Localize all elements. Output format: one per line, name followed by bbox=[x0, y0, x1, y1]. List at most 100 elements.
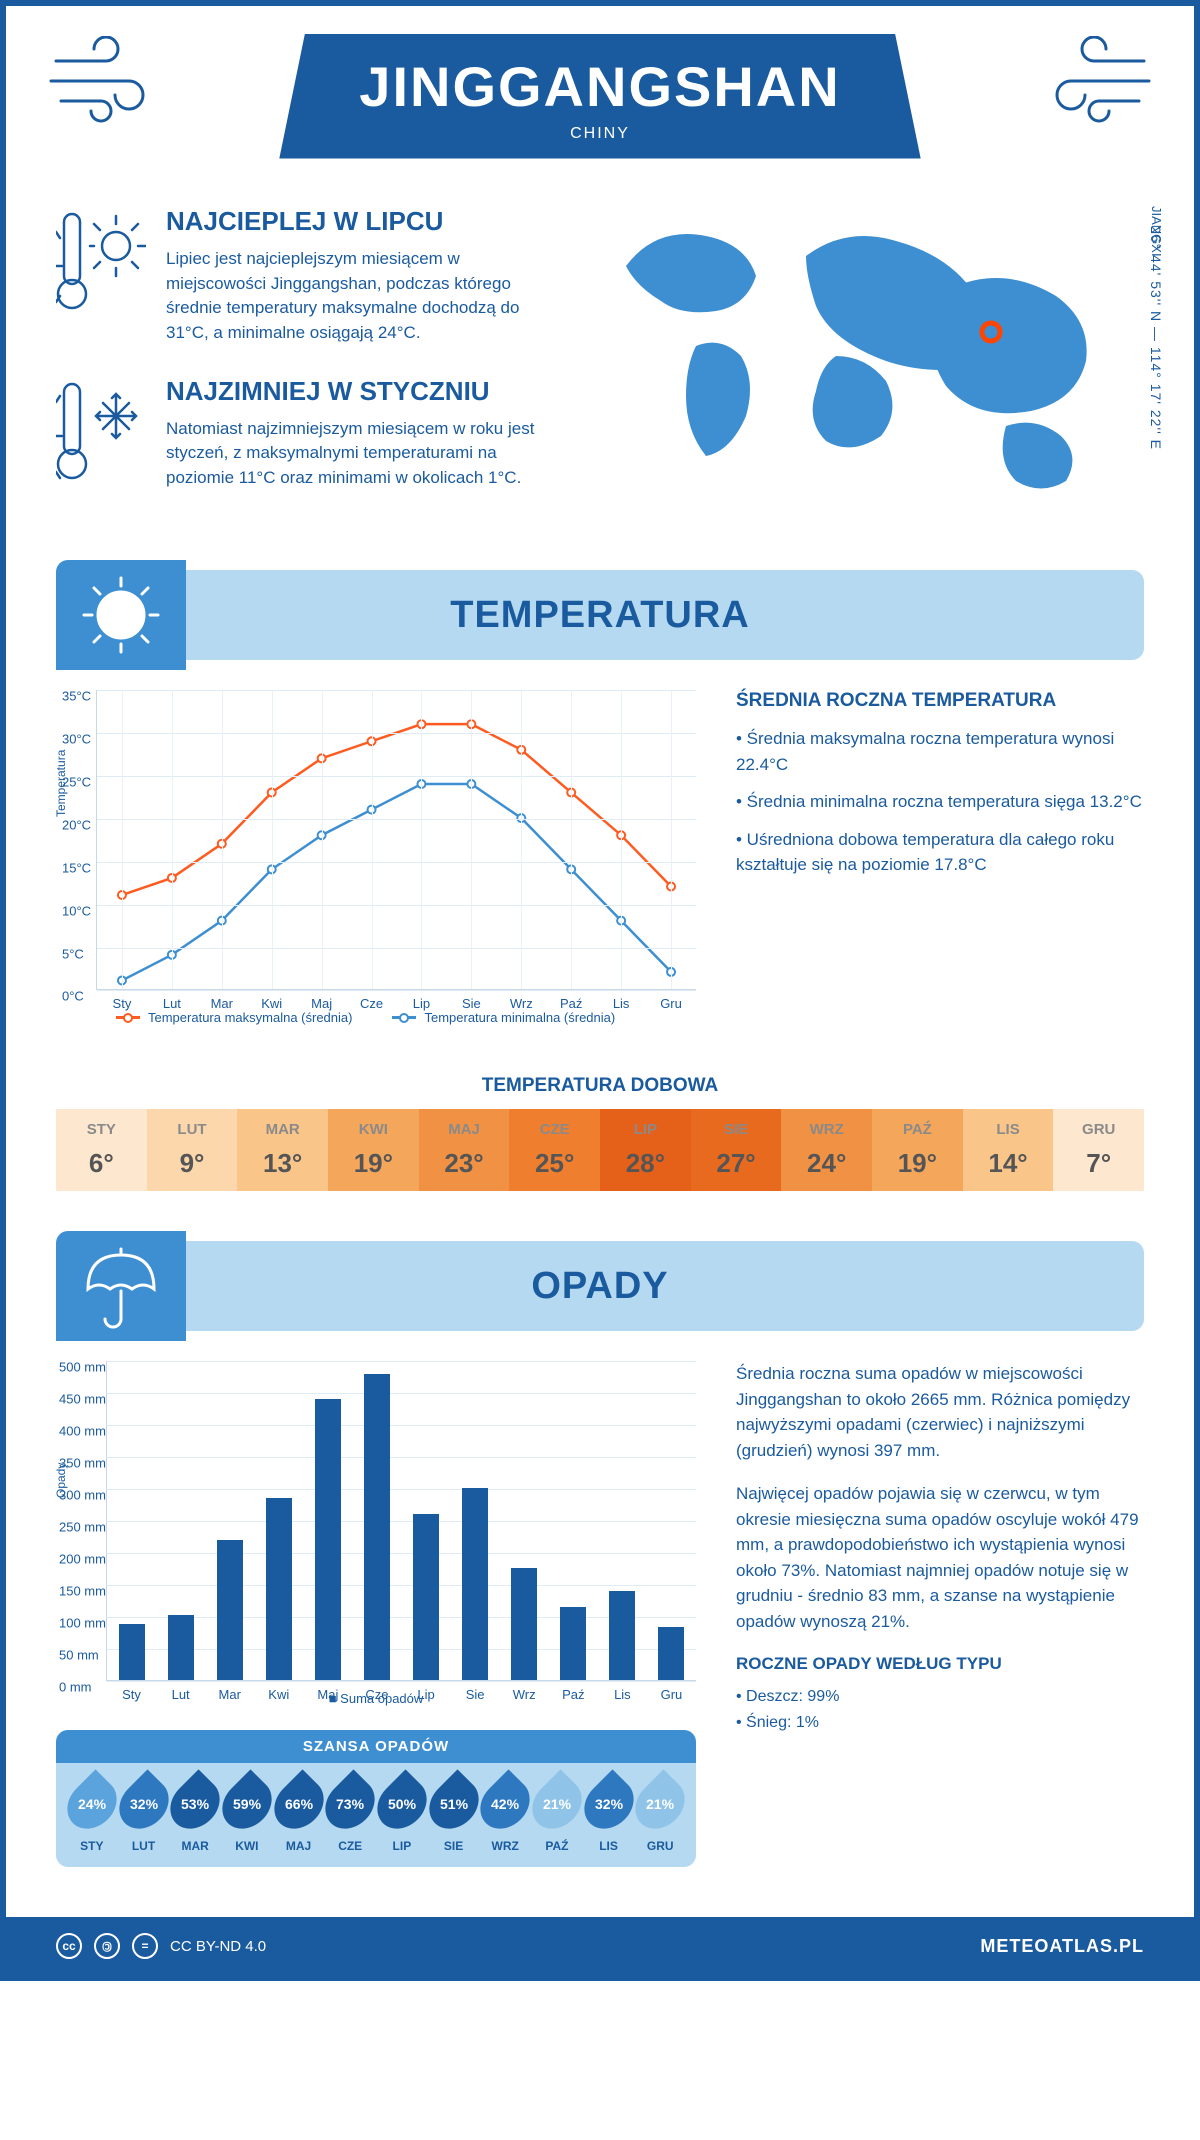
precip-bar bbox=[168, 1615, 194, 1681]
precip-paragraphs: Średnia roczna suma opadów w miejscowośc… bbox=[736, 1361, 1144, 1634]
x-tick-label: Lip bbox=[413, 996, 430, 1011]
x-tick-label: Kwi bbox=[261, 996, 282, 1011]
chance-drops-row: 24%STY32%LUT53%MAR59%KWI66%MAJ73%CZE50%L… bbox=[56, 1763, 696, 1867]
city-title: JINGGANGSHAN bbox=[359, 54, 840, 119]
y-tick-label: 400 mm bbox=[59, 1424, 106, 1439]
precip-type-title: ROCZNE OPADY WEDŁUG TYPU bbox=[736, 1654, 1144, 1674]
precip-bar bbox=[266, 1498, 292, 1680]
y-tick-label: 350 mm bbox=[59, 1456, 106, 1471]
daily-temp-cell: PAŹ19° bbox=[872, 1109, 963, 1191]
chance-drop: 24%STY bbox=[66, 1777, 118, 1853]
temp-legend: Temperatura maksymalna (średnia)Temperat… bbox=[116, 1010, 696, 1025]
x-tick-label: Gru bbox=[660, 996, 682, 1011]
y-tick-label: 20°C bbox=[62, 818, 91, 833]
y-tick-label: 500 mm bbox=[59, 1360, 106, 1375]
daily-temp-cell: LIP28° bbox=[600, 1109, 691, 1191]
daily-temp-title: TEMPERATURA DOBOWA bbox=[6, 1075, 1194, 1097]
umbrella-banner-icon bbox=[56, 1231, 186, 1341]
chance-drop: 32%LUT bbox=[118, 1777, 170, 1853]
temperature-banner: TEMPERATURA bbox=[56, 570, 1144, 660]
y-tick-label: 150 mm bbox=[59, 1584, 106, 1599]
x-tick-label: Lut bbox=[163, 996, 181, 1011]
temp-bullet: • Średnia minimalna roczna temperatura s… bbox=[736, 789, 1144, 815]
x-tick-label: Kwi bbox=[268, 1687, 289, 1702]
temp-bullets: • Średnia maksymalna roczna temperatura … bbox=[736, 726, 1144, 878]
x-tick-label: Maj bbox=[311, 996, 332, 1011]
precip-bar bbox=[364, 1374, 390, 1681]
temp-bullet: • Uśredniona dobowa temperatura dla całe… bbox=[736, 827, 1144, 878]
x-tick-label: Wrz bbox=[510, 996, 533, 1011]
precip-type-item: • Śnieg: 1% bbox=[736, 1710, 1144, 1736]
legend-item: Temperatura minimalna (średnia) bbox=[392, 1010, 615, 1025]
license-text: CC BY-ND 4.0 bbox=[170, 1938, 266, 1955]
title-block: JINGGANGSHAN CHINY bbox=[279, 34, 920, 159]
y-tick-label: 50 mm bbox=[59, 1648, 99, 1663]
daily-temp-cell: WRZ24° bbox=[781, 1109, 872, 1191]
y-tick-label: 300 mm bbox=[59, 1488, 106, 1503]
precip-bar bbox=[413, 1514, 439, 1680]
precip-paragraph: Najwięcej opadów pojawia się w czerwcu, … bbox=[736, 1481, 1144, 1634]
coldest-text: Natomiast najzimniejszym miesiącem w rok… bbox=[166, 417, 556, 491]
chance-drop: 21%GRU bbox=[634, 1777, 686, 1853]
chance-drop: 21%PAŹ bbox=[531, 1777, 583, 1853]
coldest-body: NAJZIMNIEJ W STYCZNIU Natomiast najzimni… bbox=[166, 376, 556, 491]
coldest-title: NAJZIMNIEJ W STYCZNIU bbox=[166, 376, 556, 407]
hottest-title: NAJCIEPLEJ W LIPCU bbox=[166, 206, 556, 237]
chance-drop: 50%LIP bbox=[376, 1777, 428, 1853]
y-tick-label: 450 mm bbox=[59, 1392, 106, 1407]
daily-temp-cell: MAJ23° bbox=[419, 1109, 510, 1191]
y-tick-label: 0 mm bbox=[59, 1680, 92, 1695]
y-tick-label: 15°C bbox=[62, 860, 91, 875]
precip-paragraph: Średnia roczna suma opadów w miejscowośc… bbox=[736, 1361, 1144, 1463]
precip-bar bbox=[609, 1591, 635, 1681]
y-tick-label: 250 mm bbox=[59, 1520, 106, 1535]
daily-temp-cell: CZE25° bbox=[509, 1109, 600, 1191]
temperature-body: Temperatura 0°C5°C10°C15°C20°C25°C30°C35… bbox=[6, 680, 1194, 1045]
chance-drop: 42%WRZ bbox=[479, 1777, 531, 1853]
chance-box: SZANSA OPADÓW 24%STY32%LUT53%MAR59%KWI66… bbox=[56, 1730, 696, 1867]
hottest-text: Lipiec jest najcieplejszym miesiącem w m… bbox=[166, 247, 556, 346]
y-tick-label: 25°C bbox=[62, 775, 91, 790]
chance-drop: 73%CZE bbox=[324, 1777, 376, 1853]
coldest-fact: NAJZIMNIEJ W STYCZNIU Natomiast najzimni… bbox=[56, 376, 556, 491]
chance-drop: 59%KWI bbox=[221, 1777, 273, 1853]
daily-temp-cell: LUT9° bbox=[147, 1109, 238, 1191]
chance-drop: 53%MAR bbox=[169, 1777, 221, 1853]
y-tick-label: 0°C bbox=[62, 989, 84, 1004]
precip-bar-chart: Opady 0 mm50 mm100 mm150 mm200 mm250 mm3… bbox=[106, 1361, 696, 1681]
nd-icon: = bbox=[132, 1933, 158, 1959]
precip-type-item: • Deszcz: 99% bbox=[736, 1684, 1144, 1710]
header: JINGGANGSHAN CHINY bbox=[6, 6, 1194, 186]
footer-brand: METEOATLAS.PL bbox=[980, 1936, 1144, 1957]
precip-banner: OPADY bbox=[56, 1241, 1144, 1331]
daily-temp-cell: LIS14° bbox=[963, 1109, 1054, 1191]
precip-bar bbox=[217, 1540, 243, 1681]
precip-left-column: Opady 0 mm50 mm100 mm150 mm200 mm250 mm3… bbox=[56, 1361, 696, 1867]
thermometer-sun-icon bbox=[56, 206, 146, 316]
y-tick-label: 35°C bbox=[62, 689, 91, 704]
footer-left: cc 🄯 = CC BY-ND 4.0 bbox=[56, 1933, 266, 1959]
x-tick-label: Lis bbox=[614, 1687, 631, 1702]
x-tick-label: Gru bbox=[661, 1687, 683, 1702]
temperature-line-chart: Temperatura 0°C5°C10°C15°C20°C25°C30°C35… bbox=[96, 690, 696, 990]
precip-body: Opady 0 mm50 mm100 mm150 mm200 mm250 mm3… bbox=[6, 1351, 1194, 1887]
x-tick-label: Lut bbox=[172, 1687, 190, 1702]
precip-type-list: • Deszcz: 99%• Śnieg: 1% bbox=[736, 1684, 1144, 1735]
temp-chart-column: Temperatura 0°C5°C10°C15°C20°C25°C30°C35… bbox=[56, 690, 696, 1025]
sun-banner-icon bbox=[56, 560, 186, 670]
y-tick-label: 200 mm bbox=[59, 1552, 106, 1567]
country-subtitle: CHINY bbox=[359, 125, 840, 143]
daily-temp-row: STY6°LUT9°MAR13°KWI19°MAJ23°CZE25°LIP28°… bbox=[56, 1109, 1144, 1191]
y-tick-label: 10°C bbox=[62, 903, 91, 918]
wind-icon-right bbox=[1044, 36, 1154, 137]
chance-title: SZANSA OPADÓW bbox=[56, 1730, 696, 1763]
cc-icon: cc bbox=[56, 1933, 82, 1959]
x-tick-label: Mar bbox=[219, 1687, 241, 1702]
y-tick-label: 5°C bbox=[62, 946, 84, 961]
precip-title: OPADY bbox=[531, 1265, 668, 1308]
daily-temp-cell: MAR13° bbox=[237, 1109, 328, 1191]
thermometer-snow-icon bbox=[56, 376, 146, 486]
hottest-fact: NAJCIEPLEJ W LIPCU Lipiec jest najcieple… bbox=[56, 206, 556, 346]
x-tick-label: Paź bbox=[560, 996, 582, 1011]
precip-bar bbox=[315, 1399, 341, 1681]
